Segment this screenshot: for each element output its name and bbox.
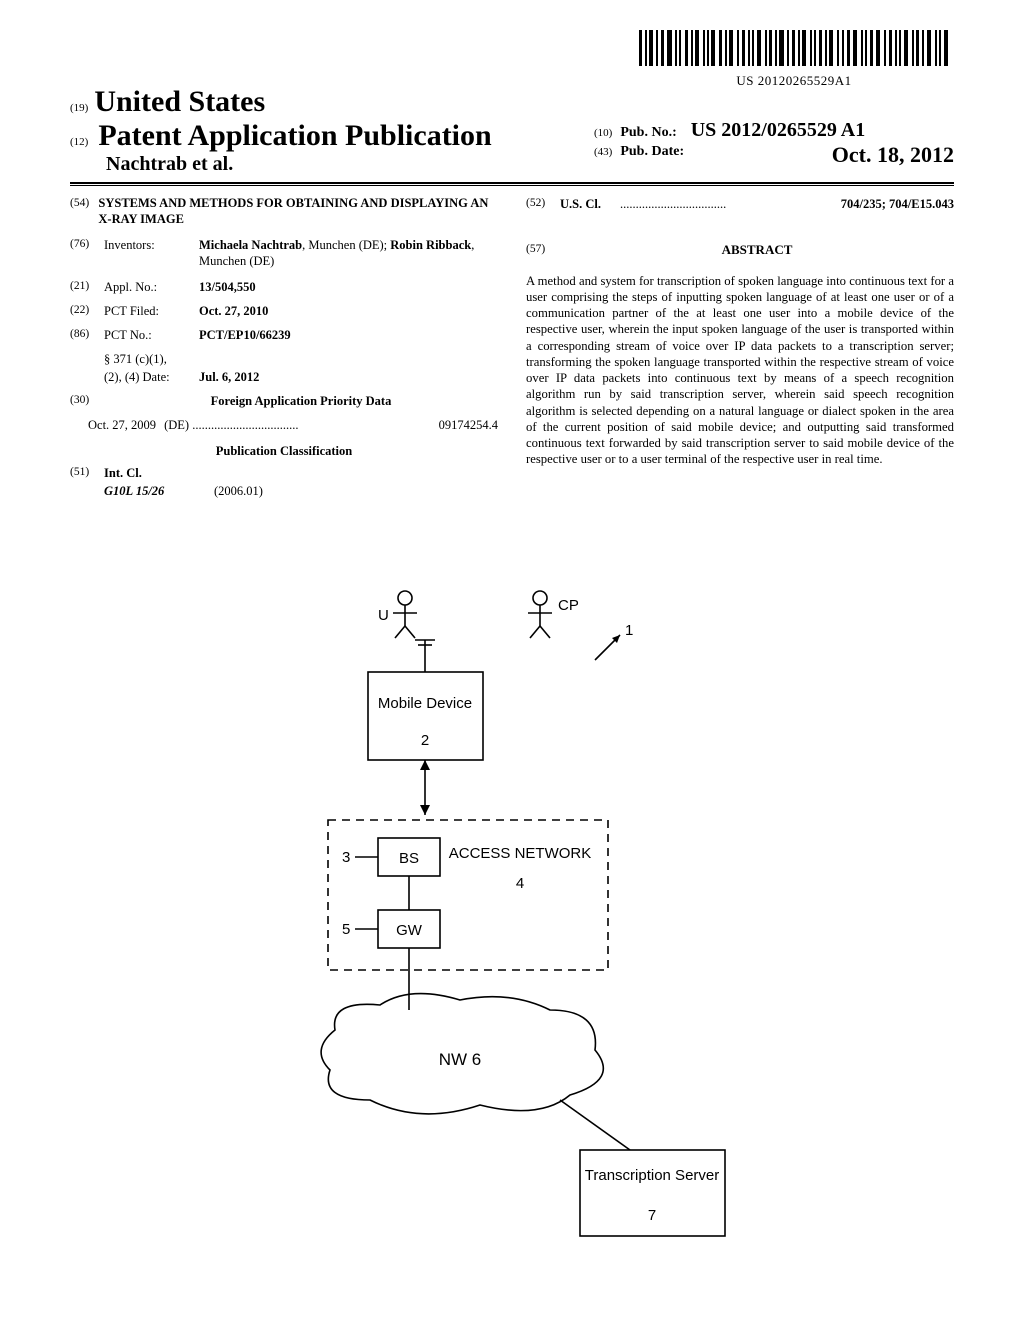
abstract-text: A method and system for transcription of… bbox=[526, 273, 954, 468]
field-51-num: (51) bbox=[70, 465, 104, 481]
barcode-graphic bbox=[639, 30, 949, 66]
fig-access-label: ACCESS NETWORK bbox=[449, 845, 592, 862]
field-22-num: (22) bbox=[70, 303, 104, 319]
inventors-label: Inventors: bbox=[104, 237, 199, 269]
s371-line2: (2), (4) Date: bbox=[104, 369, 199, 385]
fig-gw-label: GW bbox=[396, 922, 423, 939]
priority-appno: 09174254.4 bbox=[439, 417, 498, 433]
inventor-2-name: Robin Ribback bbox=[390, 238, 471, 252]
patent-figure: U CP 1 Mobile Device 2 BS 3 GW 5 bbox=[260, 580, 790, 1270]
uscl-value: 704/235; 704/E15.043 bbox=[841, 196, 954, 212]
country-name: United States bbox=[94, 85, 265, 119]
header-rule-thick bbox=[70, 182, 954, 184]
fig-ts-num: 7 bbox=[648, 1207, 656, 1224]
fig-label-u: U bbox=[378, 607, 389, 624]
field-30-num: (30) bbox=[70, 393, 104, 409]
right-column: (52) U.S. Cl. ..........................… bbox=[526, 196, 954, 507]
uscl-label: U.S. Cl. bbox=[560, 196, 620, 212]
code-43: (43) bbox=[594, 146, 612, 158]
author-names: Nachtrab et al. bbox=[106, 153, 492, 176]
intcl-version: (2006.01) bbox=[214, 483, 263, 499]
s371-line1: § 371 (c)(1), bbox=[104, 351, 199, 367]
doc-type: Patent Application Publication bbox=[98, 119, 491, 152]
applno-label: Appl. No.: bbox=[104, 279, 199, 295]
fig-mobile-label: Mobile Device bbox=[378, 695, 472, 712]
code-19: (19) bbox=[70, 102, 88, 114]
field-86-num: (86) bbox=[70, 327, 104, 343]
document-header: (19) United States (12) Patent Applicati… bbox=[70, 85, 954, 176]
fig-bs-label: BS bbox=[399, 850, 419, 867]
fig-nw-label: NW 6 bbox=[439, 1050, 482, 1069]
pub-classification-heading: Publication Classification bbox=[70, 443, 498, 459]
pctfiled-value: Oct. 27, 2010 bbox=[199, 303, 498, 319]
invention-title: SYSTEMS AND METHODS FOR OBTAINING AND DI… bbox=[98, 196, 498, 227]
inventors-value: Michaela Nachtrab, Munchen (DE); Robin R… bbox=[199, 237, 498, 269]
pubno-label: Pub. No.: bbox=[620, 125, 676, 140]
uscl-dots: .................................. bbox=[620, 196, 841, 212]
fig-bs-num: 3 bbox=[342, 849, 350, 866]
barcode-text: US 20120265529A1 bbox=[639, 73, 949, 89]
fig-ts-label: Transcription Server bbox=[585, 1167, 720, 1184]
field-54-num: (54) bbox=[70, 196, 98, 227]
left-column: (54) SYSTEMS AND METHODS FOR OBTAINING A… bbox=[70, 196, 498, 507]
fig-label-cp: CP bbox=[558, 597, 579, 614]
field-57-num: (57) bbox=[526, 242, 560, 273]
header-rule-thin bbox=[70, 185, 954, 186]
abstract-heading: ABSTRACT bbox=[560, 242, 954, 259]
fig-ref-1: 1 bbox=[625, 622, 633, 639]
applno-value: 13/504,550 bbox=[199, 279, 498, 295]
fig-gw-num: 5 bbox=[342, 921, 350, 938]
inventor-1-name: Michaela Nachtrab bbox=[199, 238, 302, 252]
fig-access-num: 4 bbox=[516, 875, 524, 892]
intcl-class: G10L 15/26 bbox=[104, 484, 164, 498]
pubdate-label: Pub. Date: bbox=[620, 144, 684, 159]
intcl-label: Int. Cl. bbox=[104, 465, 142, 481]
s371-date: Jul. 6, 2012 bbox=[199, 369, 498, 385]
priority-date: Oct. 27, 2009 bbox=[88, 417, 156, 433]
field-76-num: (76) bbox=[70, 237, 104, 269]
inventor-1-loc: , Munchen (DE); bbox=[302, 238, 390, 252]
code-12: (12) bbox=[70, 136, 88, 148]
priority-country: (DE) .................................. bbox=[164, 417, 431, 433]
barcode-block: US 20120265529A1 bbox=[639, 30, 949, 89]
publication-date: Oct. 18, 2012 bbox=[832, 142, 954, 168]
field-52-num: (52) bbox=[526, 196, 560, 212]
code-10: (10) bbox=[594, 127, 612, 139]
foreign-priority-row: Oct. 27, 2009 (DE) .....................… bbox=[88, 417, 498, 433]
foreign-priority-heading: Foreign Application Priority Data bbox=[104, 393, 498, 409]
field-21-num: (21) bbox=[70, 279, 104, 295]
pctno-value: PCT/EP10/66239 bbox=[199, 327, 498, 343]
pctno-label: PCT No.: bbox=[104, 327, 199, 343]
fig-mobile-num: 2 bbox=[421, 732, 429, 749]
pctfiled-label: PCT Filed: bbox=[104, 303, 199, 319]
publication-number: US 2012/0265529 A1 bbox=[691, 119, 865, 141]
body-columns: (54) SYSTEMS AND METHODS FOR OBTAINING A… bbox=[70, 196, 954, 507]
